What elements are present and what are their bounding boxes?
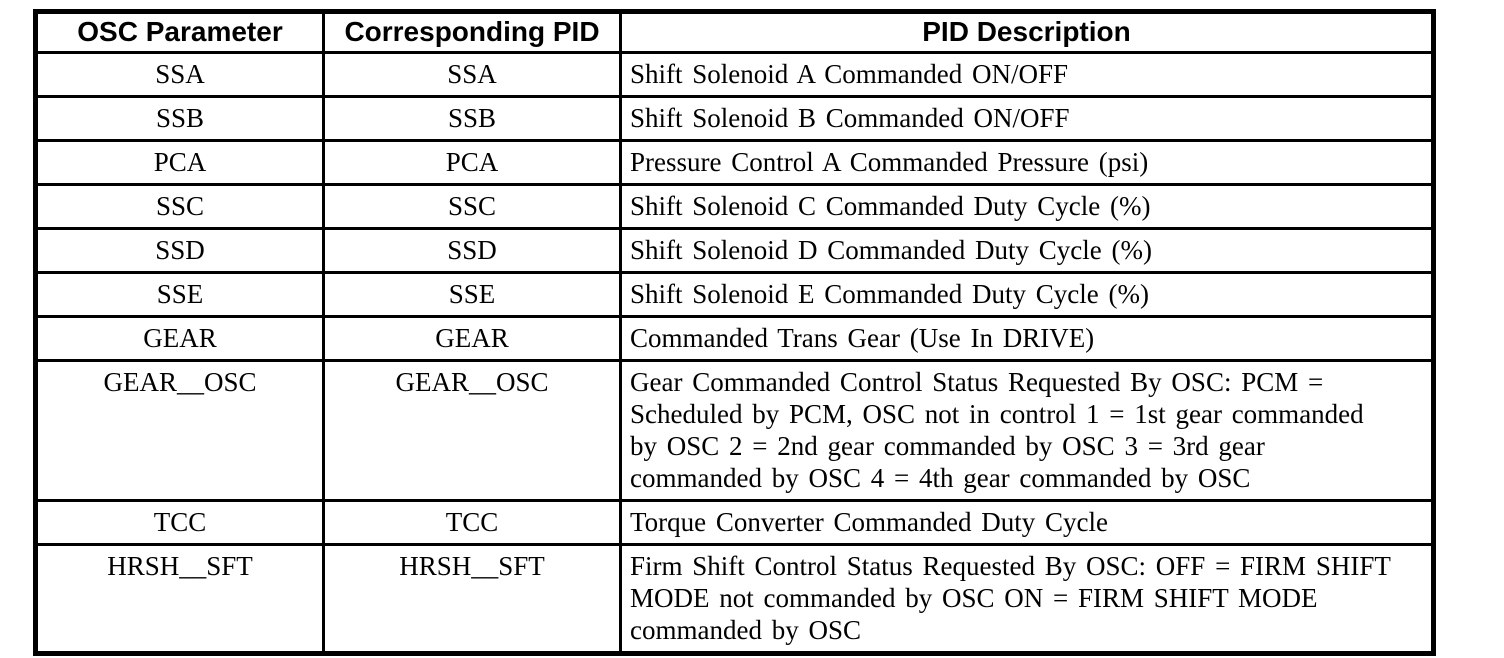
- cell-osc-parameter: TCC: [34, 499, 325, 546]
- table-row: GEAR GEAR Commanded Trans Gear (Use In D…: [34, 315, 1435, 362]
- column-header-pid-description: PID Description: [619, 10, 1435, 54]
- cell-corresponding-pid: GEAR: [322, 315, 622, 362]
- header-row: OSC Parameter Corresponding PID PID Desc…: [34, 10, 1435, 54]
- cell-corresponding-pid: TCC: [322, 499, 622, 546]
- cell-corresponding-pid: SSC: [322, 183, 622, 230]
- table-row: SSD SSD Shift Solenoid D Commanded Duty …: [34, 227, 1435, 274]
- cell-osc-parameter: SSC: [34, 183, 325, 230]
- table-row: PCA PCA Pressure Control A Commanded Pre…: [34, 139, 1435, 186]
- cell-pid-description: Gear Commanded Control Status Requested …: [619, 359, 1435, 502]
- cell-corresponding-pid: SSE: [322, 271, 622, 318]
- cell-pid-description: Commanded Trans Gear (Use In DRIVE): [619, 315, 1435, 362]
- cell-corresponding-pid: SSD: [322, 227, 622, 274]
- table-header: OSC Parameter Corresponding PID PID Desc…: [34, 10, 1435, 54]
- cell-pid-description: Shift Solenoid C Commanded Duty Cycle (%…: [619, 183, 1435, 230]
- cell-pid-description: Shift Solenoid E Commanded Duty Cycle (%…: [619, 271, 1435, 318]
- cell-pid-description: Shift Solenoid D Commanded Duty Cycle (%…: [619, 227, 1435, 274]
- cell-pid-description: Torque Converter Commanded Duty Cycle: [619, 499, 1435, 546]
- table-row: GEAR__OSC GEAR__OSC Gear Commanded Contr…: [34, 359, 1435, 502]
- cell-corresponding-pid: SSB: [322, 95, 622, 142]
- cell-osc-parameter: HRSH__SFT: [34, 543, 325, 655]
- cell-corresponding-pid: SSA: [322, 51, 622, 98]
- cell-osc-parameter: PCA: [34, 139, 325, 186]
- cell-osc-parameter: SSD: [34, 227, 325, 274]
- cell-pid-description: Shift Solenoid A Commanded ON/OFF: [619, 51, 1435, 98]
- osc-pid-table: OSC Parameter Corresponding PID PID Desc…: [33, 9, 1436, 656]
- column-header-osc-parameter: OSC Parameter: [34, 10, 325, 54]
- cell-pid-description: Pressure Control A Commanded Pressure (p…: [619, 139, 1435, 186]
- cell-corresponding-pid: PCA: [322, 139, 622, 186]
- table-row: SSC SSC Shift Solenoid C Commanded Duty …: [34, 183, 1435, 230]
- cell-pid-description: Firm Shift Control Status Requested By O…: [619, 543, 1435, 655]
- cell-osc-parameter: GEAR__OSC: [34, 359, 325, 502]
- table-row: SSE SSE Shift Solenoid E Commanded Duty …: [34, 271, 1435, 318]
- cell-pid-description: Shift Solenoid B Commanded ON/OFF: [619, 95, 1435, 142]
- cell-osc-parameter: GEAR: [34, 315, 325, 362]
- table-row: SSB SSB Shift Solenoid B Commanded ON/OF…: [34, 95, 1435, 142]
- cell-corresponding-pid: HRSH__SFT: [322, 543, 622, 655]
- table-row: SSA SSA Shift Solenoid A Commanded ON/OF…: [34, 51, 1435, 98]
- cell-osc-parameter: SSA: [34, 51, 325, 98]
- table-row: HRSH__SFT HRSH__SFT Firm Shift Control S…: [34, 543, 1435, 655]
- cell-osc-parameter: SSE: [34, 271, 325, 318]
- table-row: TCC TCC Torque Converter Commanded Duty …: [34, 499, 1435, 546]
- cell-corresponding-pid: GEAR__OSC: [322, 359, 622, 502]
- column-header-corresponding-pid: Corresponding PID: [322, 10, 622, 54]
- cell-osc-parameter: SSB: [34, 95, 325, 142]
- table-body: SSA SSA Shift Solenoid A Commanded ON/OF…: [34, 51, 1435, 655]
